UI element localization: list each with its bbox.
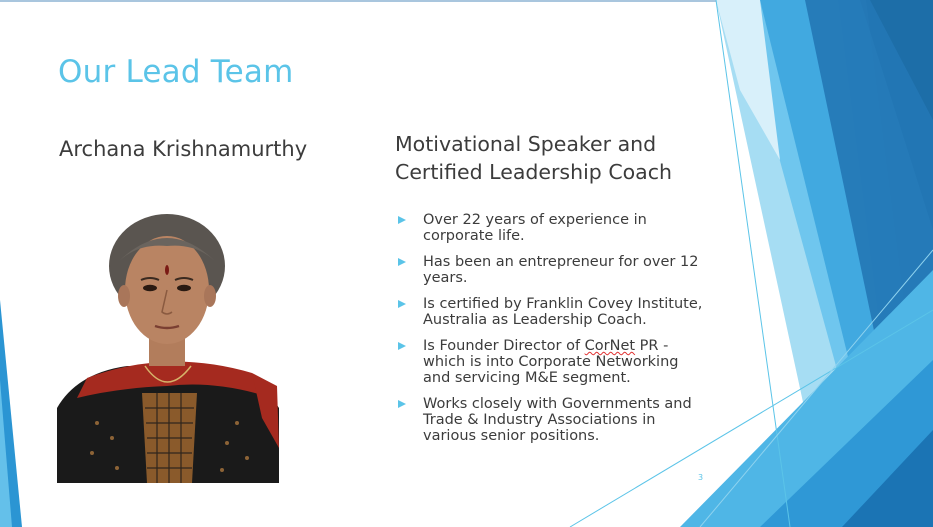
bullet-text: Works closely with Governments and Trade… [423,396,692,444]
bullet-text: Over 22 years of experience in corporate… [423,212,647,244]
role-line-2: Certified Leadership Coach [395,160,673,184]
bullet-text-suffix: PR - which is into Corporate Networking … [423,338,679,386]
list-item: Is Founder Director of CorNet PR - which… [398,338,708,386]
role-subtitle: Motivational Speaker and Certified Leade… [395,130,715,186]
top-border [0,0,933,2]
bullet-list: Over 22 years of experience in corporate… [398,212,708,454]
triangle-bullet-icon [398,342,406,350]
list-item: Is certified by Franklin Covey Institute… [398,296,708,328]
role-line-1: Motivational Speaker and [395,132,657,156]
person-photo [57,208,279,483]
bullet-text: Is Founder Director of CorNet PR - which… [423,338,679,386]
triangle-bullet-icon [398,258,406,266]
triangle-bullet-icon [398,300,406,308]
spellcheck-flagged-word: CorNet [584,338,636,354]
person-name: Archana Krishnamurthy [59,137,308,161]
list-item: Over 22 years of experience in corporate… [398,212,708,244]
slide-title: Our Lead Team [58,54,294,90]
bullet-text: Has been an entrepreneur for over 12 yea… [423,254,699,286]
bullet-text-prefix: Is Founder Director of [423,338,585,354]
page-number: 3 [698,473,704,482]
list-item: Works closely with Governments and Trade… [398,396,708,444]
list-item: Has been an entrepreneur for over 12 yea… [398,254,708,286]
triangle-bullet-icon [398,216,406,224]
bullet-text: Is certified by Franklin Covey Institute… [423,296,703,328]
triangle-bullet-icon [398,400,406,408]
